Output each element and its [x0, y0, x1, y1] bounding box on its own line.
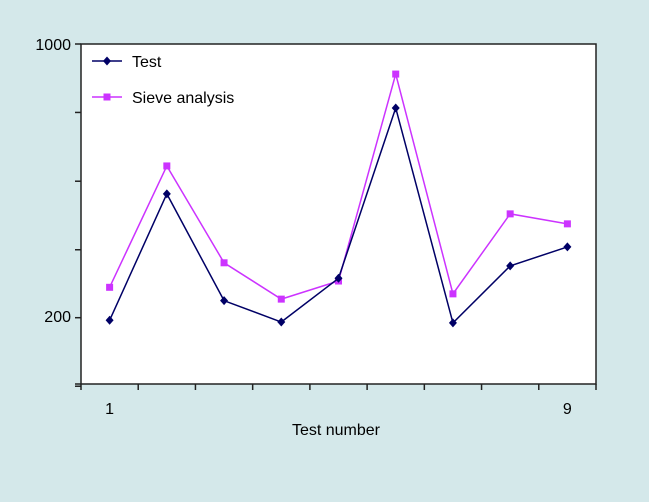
square-marker-icon	[163, 162, 171, 170]
diamond-marker-icon	[220, 296, 229, 306]
diamond-marker-icon	[162, 189, 171, 199]
legend: Test Sieve analysis	[92, 54, 234, 107]
x-tick-label: 1	[105, 401, 114, 418]
diamond-marker-icon	[277, 317, 286, 327]
y-axis-ticks	[75, 43, 81, 387]
diamond-marker-icon	[563, 242, 572, 252]
y-axis-labels: 1000 200	[35, 37, 71, 326]
square-marker-icon	[103, 93, 111, 101]
diamond-marker-icon	[334, 273, 343, 283]
y-tick-label: 200	[44, 309, 71, 326]
square-marker-icon	[220, 259, 228, 267]
square-marker-icon	[277, 295, 285, 303]
square-marker-icon	[106, 283, 114, 291]
x-tick-label: 9	[563, 401, 572, 418]
series-group	[105, 70, 572, 328]
series-test	[105, 103, 572, 328]
square-marker-icon	[506, 210, 514, 218]
x-axis-title: Test number	[292, 422, 381, 439]
legend-item: Test	[92, 54, 162, 71]
y-tick-label: 1000	[35, 37, 71, 54]
legend-label: Sieve analysis	[132, 90, 234, 107]
diamond-marker-icon	[105, 315, 114, 325]
diamond-marker-icon	[103, 56, 111, 66]
square-marker-icon	[449, 290, 457, 298]
legend-label: Test	[132, 54, 162, 71]
diamond-marker-icon	[506, 261, 515, 271]
diamond-marker-icon	[391, 103, 400, 113]
square-marker-icon	[563, 220, 571, 228]
diamond-marker-icon	[448, 318, 457, 328]
square-marker-icon	[392, 70, 400, 78]
legend-item: Sieve analysis	[92, 90, 234, 107]
x-axis-ticks	[80, 384, 597, 390]
